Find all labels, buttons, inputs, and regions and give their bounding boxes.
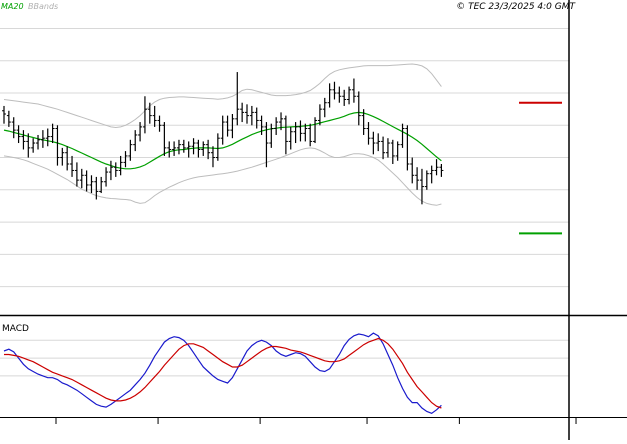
legend-bbands: BBands <box>28 2 58 11</box>
bband-upper-line <box>3 63 442 129</box>
ma20-line <box>3 111 442 170</box>
legend-ma20: MA20 <box>1 2 24 11</box>
macd-signal-line <box>4 337 442 409</box>
bband-lower-line <box>3 147 442 206</box>
copyright-label: © TEC 23/3/2025 4:0 GMT <box>456 2 576 12</box>
macd-panel-label: MACD <box>2 324 29 334</box>
macd-line <box>3 332 442 414</box>
